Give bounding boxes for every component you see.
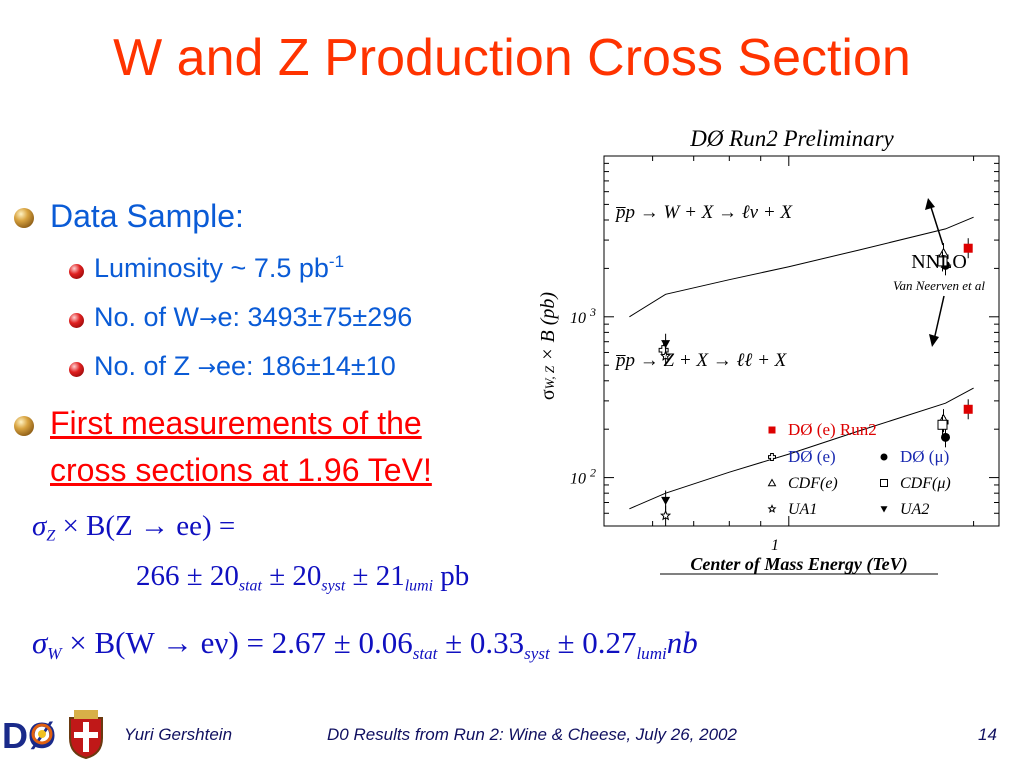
legend-label: UA2 bbox=[900, 501, 929, 518]
slide-title: W and Z Production Cross Section bbox=[113, 29, 911, 87]
marker-triangle-down-filled bbox=[661, 496, 671, 506]
process-label-w: p̅p → W + X → ℓν + X bbox=[614, 202, 793, 223]
marker-square-filled bbox=[963, 404, 973, 414]
arrow-to-z-curve bbox=[933, 295, 945, 341]
marker-circle-filled bbox=[941, 432, 951, 442]
footer-page-number: 14 bbox=[978, 725, 997, 744]
x-tick-label: 1 bbox=[771, 537, 779, 554]
y-tick-labels: 10 3 10 2 bbox=[570, 305, 596, 488]
annotation-nnlo: NNLO bbox=[911, 251, 967, 273]
legend: DØ (e) Run2 DØ (e) DØ (μ) CDF(e) CDF(μ) UA1 UA… bbox=[767, 420, 951, 518]
footer-talk-title: D0 Results from Run 2: Wine & Cheese, Ju… bbox=[327, 725, 737, 744]
marker-square-open bbox=[937, 256, 948, 267]
marker-star-open bbox=[767, 504, 777, 513]
plot-frame bbox=[603, 155, 1000, 527]
y-tick-label: 10 2 bbox=[570, 466, 596, 488]
arrow-right-icon: → bbox=[199, 307, 218, 332]
bullet-icon bbox=[14, 208, 34, 228]
data-points bbox=[658, 238, 973, 526]
bullet-first-measurements-line2: cross sections at 1.96 TeV! bbox=[50, 452, 432, 488]
sub-bullet-icon bbox=[69, 264, 84, 279]
bullet-data-sample: Data Sample: bbox=[50, 198, 244, 234]
legend-label: DØ (μ) bbox=[900, 447, 949, 466]
cross-section-plot: DØ Run2 Preliminary p̅p → W + X → ℓν + X… bbox=[540, 126, 1000, 575]
sub-bullet-icon bbox=[69, 313, 84, 328]
equation-z-lhs: σZ × B(Z → ee) = bbox=[32, 510, 236, 545]
marker-triangle-down-filled bbox=[880, 506, 888, 513]
chart-title: DØ Run2 Preliminary bbox=[689, 126, 894, 151]
legend-label: CDF(μ) bbox=[900, 475, 951, 492]
marker-cross-open bbox=[768, 453, 776, 461]
marker-star-open bbox=[660, 509, 672, 521]
arrowhead-z bbox=[929, 334, 939, 347]
university-crest-icon bbox=[66, 708, 106, 765]
marker-square-filled bbox=[768, 426, 776, 434]
bullet-first-measurements-line1: First measurements of the bbox=[50, 405, 422, 441]
marker-square-open bbox=[937, 419, 948, 430]
sub-bullet-icon bbox=[69, 362, 84, 377]
marker-square-open bbox=[880, 479, 888, 487]
marker-triangle-down-filled bbox=[661, 340, 671, 349]
bullet-luminosity: Luminosity ~ 7.5 pb-1 bbox=[94, 252, 345, 283]
legend-label: CDF(e) bbox=[788, 475, 838, 492]
bullet-icon bbox=[14, 416, 34, 436]
legend-label: DØ (e) Run2 bbox=[788, 420, 877, 439]
marker-circle-filled bbox=[880, 453, 888, 461]
arrowhead-w bbox=[925, 198, 935, 210]
arrow-to-w-curve bbox=[929, 203, 944, 246]
footer-author: Yuri Gershtein bbox=[124, 725, 233, 744]
axis-ticks bbox=[603, 156, 999, 527]
bullet-z-events: No. of Z →ee: 186±14±10 bbox=[94, 351, 396, 381]
d0-logo-text: DØ bbox=[2, 715, 56, 756]
legend-label: DØ (e) bbox=[788, 447, 836, 466]
marker-star-open bbox=[660, 350, 672, 361]
y-axis-label: σW, Z × B (pb) bbox=[540, 292, 559, 401]
bullet-w-events: No. of W→e: 3493±75±296 bbox=[94, 302, 413, 332]
annotation-authors: Van Neerven et al bbox=[893, 278, 985, 293]
process-label-z: p̅p → Z + X → ℓℓ + X bbox=[614, 350, 788, 371]
theory-curve-w bbox=[629, 216, 974, 318]
y-tick-label: 10 3 bbox=[570, 305, 596, 327]
marker-triangle-open bbox=[767, 478, 777, 487]
x-axis-label: Center of Mass Energy (TeV) bbox=[690, 554, 907, 575]
equation-w: σW × B(W → eν) = 2.67 ± 0.06stat ± 0.33s… bbox=[32, 625, 698, 663]
d0-logo: DØ bbox=[2, 710, 62, 765]
arrow-right-icon: → bbox=[197, 356, 216, 381]
equation-z-rhs: 266 ± 20stat ± 20syst ± 21lumi pb bbox=[136, 560, 470, 595]
marker-square-filled bbox=[963, 243, 973, 253]
legend-label: UA1 bbox=[788, 501, 817, 518]
